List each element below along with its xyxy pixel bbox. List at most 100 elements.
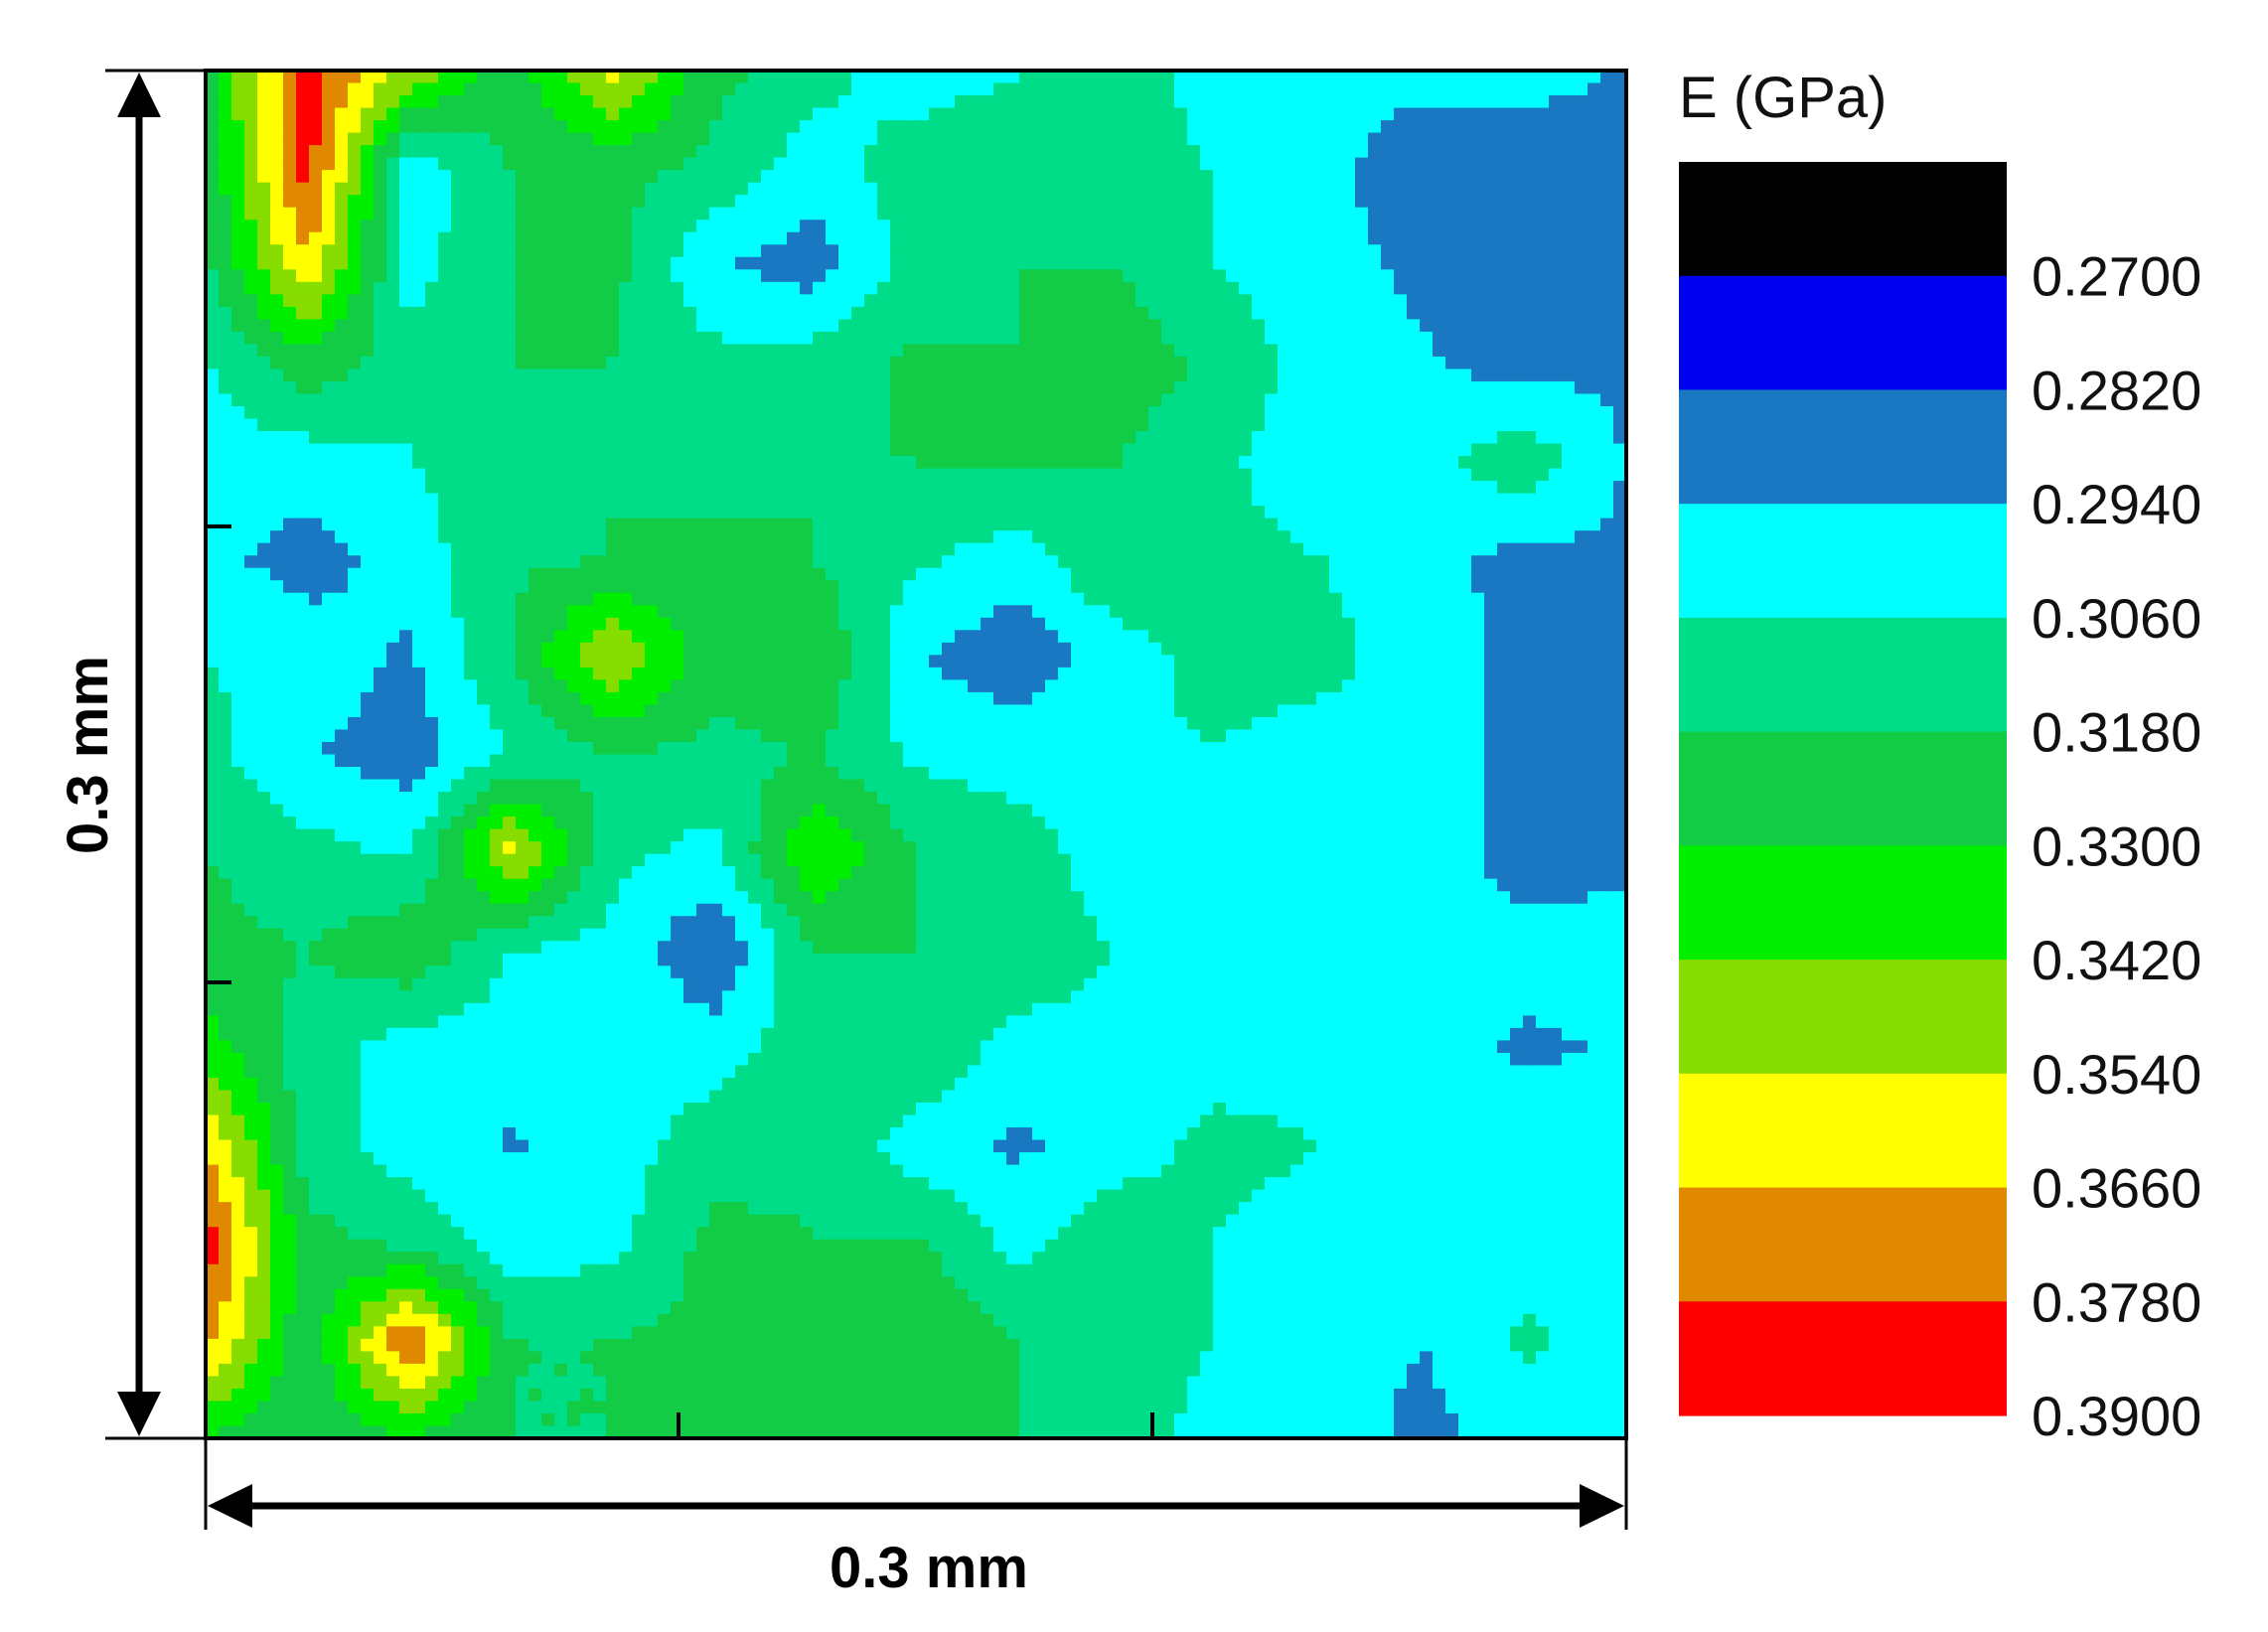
heatmap-cell bbox=[1187, 182, 1201, 196]
heatmap-cell bbox=[671, 443, 684, 457]
heatmap-cell bbox=[1329, 567, 1343, 582]
heatmap-cell bbox=[787, 431, 801, 445]
heatmap-cell bbox=[813, 306, 827, 321]
heatmap-cell bbox=[1058, 617, 1072, 632]
heatmap-cell bbox=[438, 592, 452, 607]
heatmap-cell bbox=[399, 369, 413, 382]
heatmap-cell bbox=[231, 555, 245, 569]
heatmap-cell bbox=[1497, 580, 1511, 594]
heatmap-cell bbox=[1471, 231, 1485, 246]
heatmap-cell bbox=[1174, 468, 1188, 482]
heatmap-cell bbox=[516, 369, 529, 382]
heatmap-cell bbox=[696, 244, 710, 258]
heatmap-cell bbox=[438, 319, 452, 333]
heatmap-cell bbox=[1161, 380, 1175, 395]
heatmap-cell bbox=[1342, 605, 1356, 619]
heatmap-cell bbox=[1536, 443, 1550, 457]
heatmap-cell bbox=[1471, 157, 1485, 171]
heatmap-cell bbox=[219, 182, 232, 196]
heatmap-cell bbox=[1097, 71, 1111, 84]
heatmap-cell bbox=[1394, 256, 1408, 271]
heatmap-cell bbox=[1161, 617, 1175, 632]
heatmap-cell bbox=[309, 418, 323, 432]
heatmap-cell bbox=[206, 468, 220, 482]
heatmap-cell bbox=[516, 82, 529, 96]
heatmap-cell bbox=[800, 294, 814, 308]
heatmap-cell bbox=[270, 530, 284, 544]
heatmap-cell bbox=[1006, 431, 1020, 445]
heatmap-cell bbox=[1549, 256, 1563, 271]
heatmap-cell bbox=[554, 592, 568, 607]
heatmap-cell bbox=[1523, 369, 1537, 382]
heatmap-cell bbox=[1420, 493, 1434, 507]
heatmap-cell bbox=[1484, 580, 1498, 594]
heatmap-cell bbox=[1588, 580, 1601, 594]
heatmap-cell bbox=[658, 244, 672, 258]
heatmap-cell bbox=[516, 294, 529, 308]
heatmap-cell bbox=[1433, 431, 1446, 445]
heatmap-cell bbox=[968, 418, 982, 432]
heatmap-cell bbox=[1575, 555, 1588, 569]
heatmap-cell bbox=[632, 356, 646, 371]
heatmap-cell bbox=[1342, 393, 1356, 407]
heatmap-cell bbox=[1032, 380, 1046, 395]
heatmap-cell bbox=[1084, 418, 1098, 432]
heatmap-cell bbox=[1148, 518, 1162, 531]
heatmap-cell bbox=[1600, 107, 1614, 121]
heatmap-cell bbox=[1032, 319, 1046, 333]
heatmap-cell bbox=[541, 580, 555, 594]
heatmap-cell bbox=[1097, 244, 1111, 258]
heatmap-cell bbox=[567, 132, 581, 146]
heatmap-cell bbox=[1342, 231, 1356, 246]
heatmap-cell bbox=[1600, 369, 1614, 382]
heatmap-cell bbox=[1342, 281, 1356, 296]
heatmap-cell bbox=[1123, 281, 1136, 296]
heatmap-cell bbox=[541, 319, 555, 333]
heatmap-cell bbox=[1084, 493, 1098, 507]
heatmap-cell bbox=[787, 145, 801, 159]
heatmap-cell bbox=[1562, 518, 1576, 531]
heatmap-cell bbox=[1368, 344, 1382, 358]
heatmap-cell bbox=[735, 344, 749, 358]
heatmap-cell bbox=[412, 170, 426, 184]
heatmap-cell bbox=[606, 269, 620, 283]
heatmap-cell bbox=[1135, 82, 1149, 96]
heatmap-cell bbox=[399, 71, 413, 84]
heatmap-cell bbox=[1394, 344, 1408, 358]
heatmap-cell bbox=[529, 542, 542, 557]
heatmap-cell bbox=[1097, 306, 1111, 321]
heatmap-cell bbox=[606, 82, 620, 96]
heatmap-cell bbox=[503, 468, 517, 482]
heatmap-cell bbox=[1420, 269, 1434, 283]
heatmap-cell bbox=[374, 443, 387, 457]
heatmap-cell bbox=[787, 157, 801, 171]
heatmap-cell bbox=[838, 107, 852, 121]
heatmap-cell bbox=[567, 456, 581, 470]
heatmap-cell bbox=[1278, 195, 1291, 209]
heatmap-cell bbox=[1006, 555, 1020, 569]
heatmap-cell bbox=[1161, 145, 1175, 159]
heatmap-cell bbox=[1045, 82, 1059, 96]
heatmap-cell bbox=[722, 82, 736, 96]
heatmap-cell bbox=[451, 356, 465, 371]
heatmap-cell bbox=[942, 145, 956, 159]
heatmap-cell bbox=[826, 132, 839, 146]
heatmap-cell bbox=[606, 605, 620, 619]
heatmap-cell bbox=[671, 220, 684, 233]
heatmap-cell bbox=[1097, 319, 1111, 333]
heatmap-cell bbox=[1303, 567, 1317, 582]
heatmap-cell bbox=[890, 231, 904, 246]
heatmap-cell bbox=[1523, 170, 1537, 184]
heatmap-cell bbox=[851, 356, 865, 371]
heatmap-cell bbox=[632, 220, 646, 233]
heatmap-cell bbox=[1265, 269, 1279, 283]
heatmap-cell bbox=[981, 369, 994, 382]
heatmap-cell bbox=[1200, 306, 1214, 321]
heatmap-cell bbox=[244, 580, 258, 594]
heatmap-cell bbox=[735, 555, 749, 569]
heatmap-cell bbox=[335, 567, 349, 582]
heatmap-cell bbox=[1484, 107, 1498, 121]
heatmap-cell bbox=[1355, 493, 1369, 507]
heatmap-cell bbox=[1536, 331, 1550, 346]
heatmap-cell bbox=[658, 493, 672, 507]
